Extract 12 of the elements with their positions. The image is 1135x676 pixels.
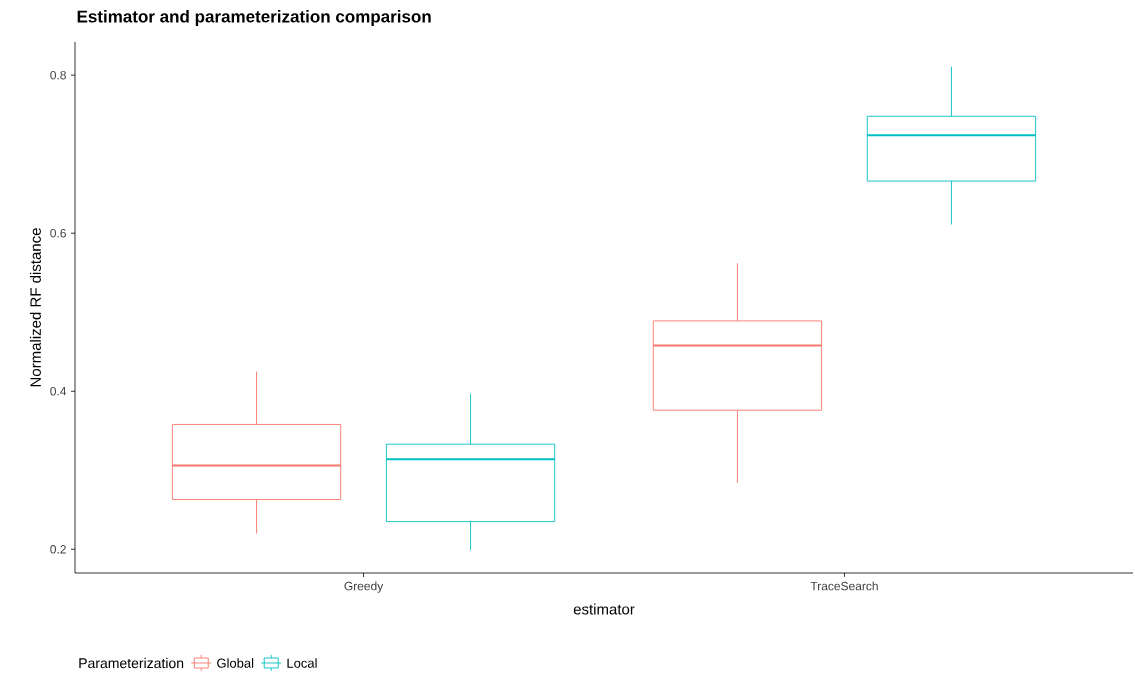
chart-title: Estimator and parameterization comparison: [77, 10, 431, 26]
y-tick-label: 0.2: [50, 545, 66, 554]
legend-label: Local: [287, 658, 317, 668]
x-axis-title: estimator: [573, 603, 635, 615]
x-tick-label: Greedy: [344, 581, 384, 593]
y-tick-label: 0.6: [50, 228, 66, 238]
y-tick-label: 0.8: [50, 70, 66, 80]
legend-label: Global: [217, 658, 254, 668]
legend-title: Parameterization: [79, 657, 184, 669]
x-tick-label: TraceSearch: [810, 581, 878, 591]
y-tick-label: 0.4: [50, 387, 67, 396]
y-axis-title: Normalized RF distance: [29, 228, 41, 387]
